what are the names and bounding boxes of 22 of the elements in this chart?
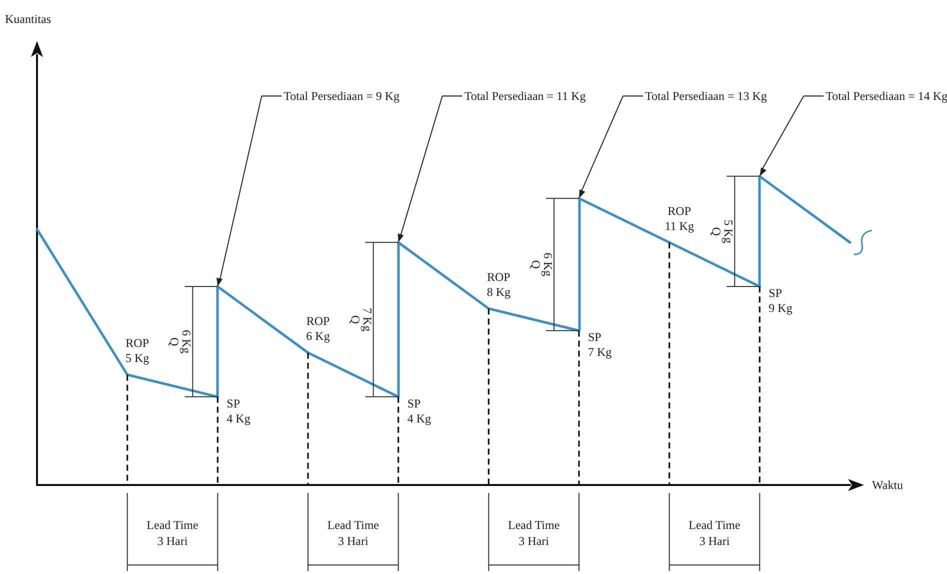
data-label: ROP 8 Kg [486, 270, 511, 300]
data-label: SP 4 Kg [407, 396, 432, 426]
annotation: Q 7 Kg [348, 308, 374, 332]
data-label: ROP 11 Kg [664, 204, 694, 233]
data-label: SP 9 Kg [768, 286, 792, 316]
annotation: Total Persediaan = 14 Kg [826, 89, 947, 103]
text: Lead Time 3 Hari [508, 518, 560, 548]
text: Lead Time 3 Hari [688, 518, 740, 548]
data-label: ROP 6 Kg [306, 314, 330, 344]
annotation: Q 5 Kg [710, 220, 736, 244]
annotation: Q 6 Kg [529, 252, 555, 276]
text: Lead Time 3 Hari [146, 518, 198, 548]
y-axis-title: Kuantitas [5, 12, 52, 26]
annotation: Total Persediaan = 11 Kg [464, 89, 586, 103]
annotation: Total Persediaan = 13 Kg [645, 89, 767, 103]
data-label: SP 4 Kg [226, 396, 250, 426]
text: Lead Time 3 Hari [327, 518, 380, 548]
x-axis-title: Waktu [872, 478, 904, 492]
data-label: ROP 5 Kg [125, 336, 150, 366]
annotation: Total Persediaan = 9 Kg [284, 89, 400, 103]
data-label: SP 7 Kg [588, 330, 612, 360]
annotation: Q 6 Kg [168, 330, 194, 354]
